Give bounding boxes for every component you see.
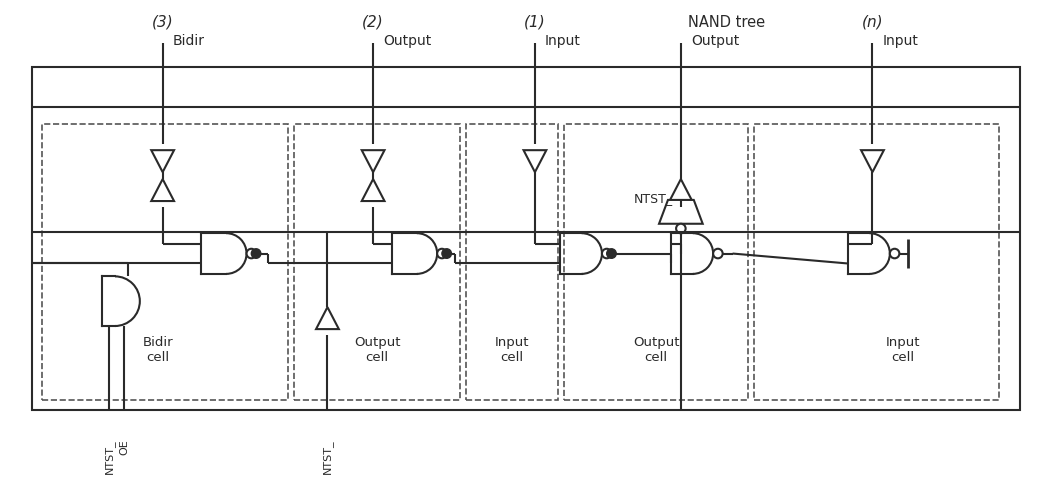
Text: Output
cell: Output cell [633,335,680,363]
Text: NTST_: NTST_ [633,192,673,205]
Polygon shape [669,180,692,202]
Text: (2): (2) [362,15,384,30]
Polygon shape [862,151,884,173]
Text: (1): (1) [524,15,546,30]
Circle shape [442,249,451,259]
Bar [294,125,461,401]
Polygon shape [524,151,546,173]
Circle shape [607,249,616,259]
Polygon shape [151,180,174,202]
Bar [466,125,558,401]
Text: Output: Output [691,34,740,48]
Circle shape [251,249,261,259]
Circle shape [676,224,686,234]
Text: NAND tree: NAND tree [688,15,765,30]
Bar [41,125,288,401]
Polygon shape [362,180,385,202]
Text: (3): (3) [151,15,174,30]
Text: (n): (n) [862,15,884,30]
Circle shape [438,249,447,259]
Text: OE: OE [119,439,129,454]
Bar [32,68,1020,410]
Text: Input: Input [883,34,918,48]
Text: Bidir
cell: Bidir cell [142,335,173,363]
Text: NTST_: NTST_ [322,439,332,473]
Circle shape [890,249,899,259]
Text: Bidir: Bidir [173,34,204,48]
Circle shape [713,249,723,259]
Text: Output: Output [383,34,431,48]
Text: Input
cell: Input cell [494,335,529,363]
Text: NTST_: NTST_ [103,439,115,473]
Polygon shape [362,151,385,173]
Circle shape [246,249,256,259]
Bar [564,125,748,401]
Polygon shape [316,307,339,330]
Text: Input
cell: Input cell [886,335,920,363]
Text: Input: Input [545,34,581,48]
Polygon shape [151,151,174,173]
Bar [754,125,998,401]
Text: Output
cell: Output cell [353,335,401,363]
Polygon shape [659,200,703,224]
Circle shape [602,249,611,259]
